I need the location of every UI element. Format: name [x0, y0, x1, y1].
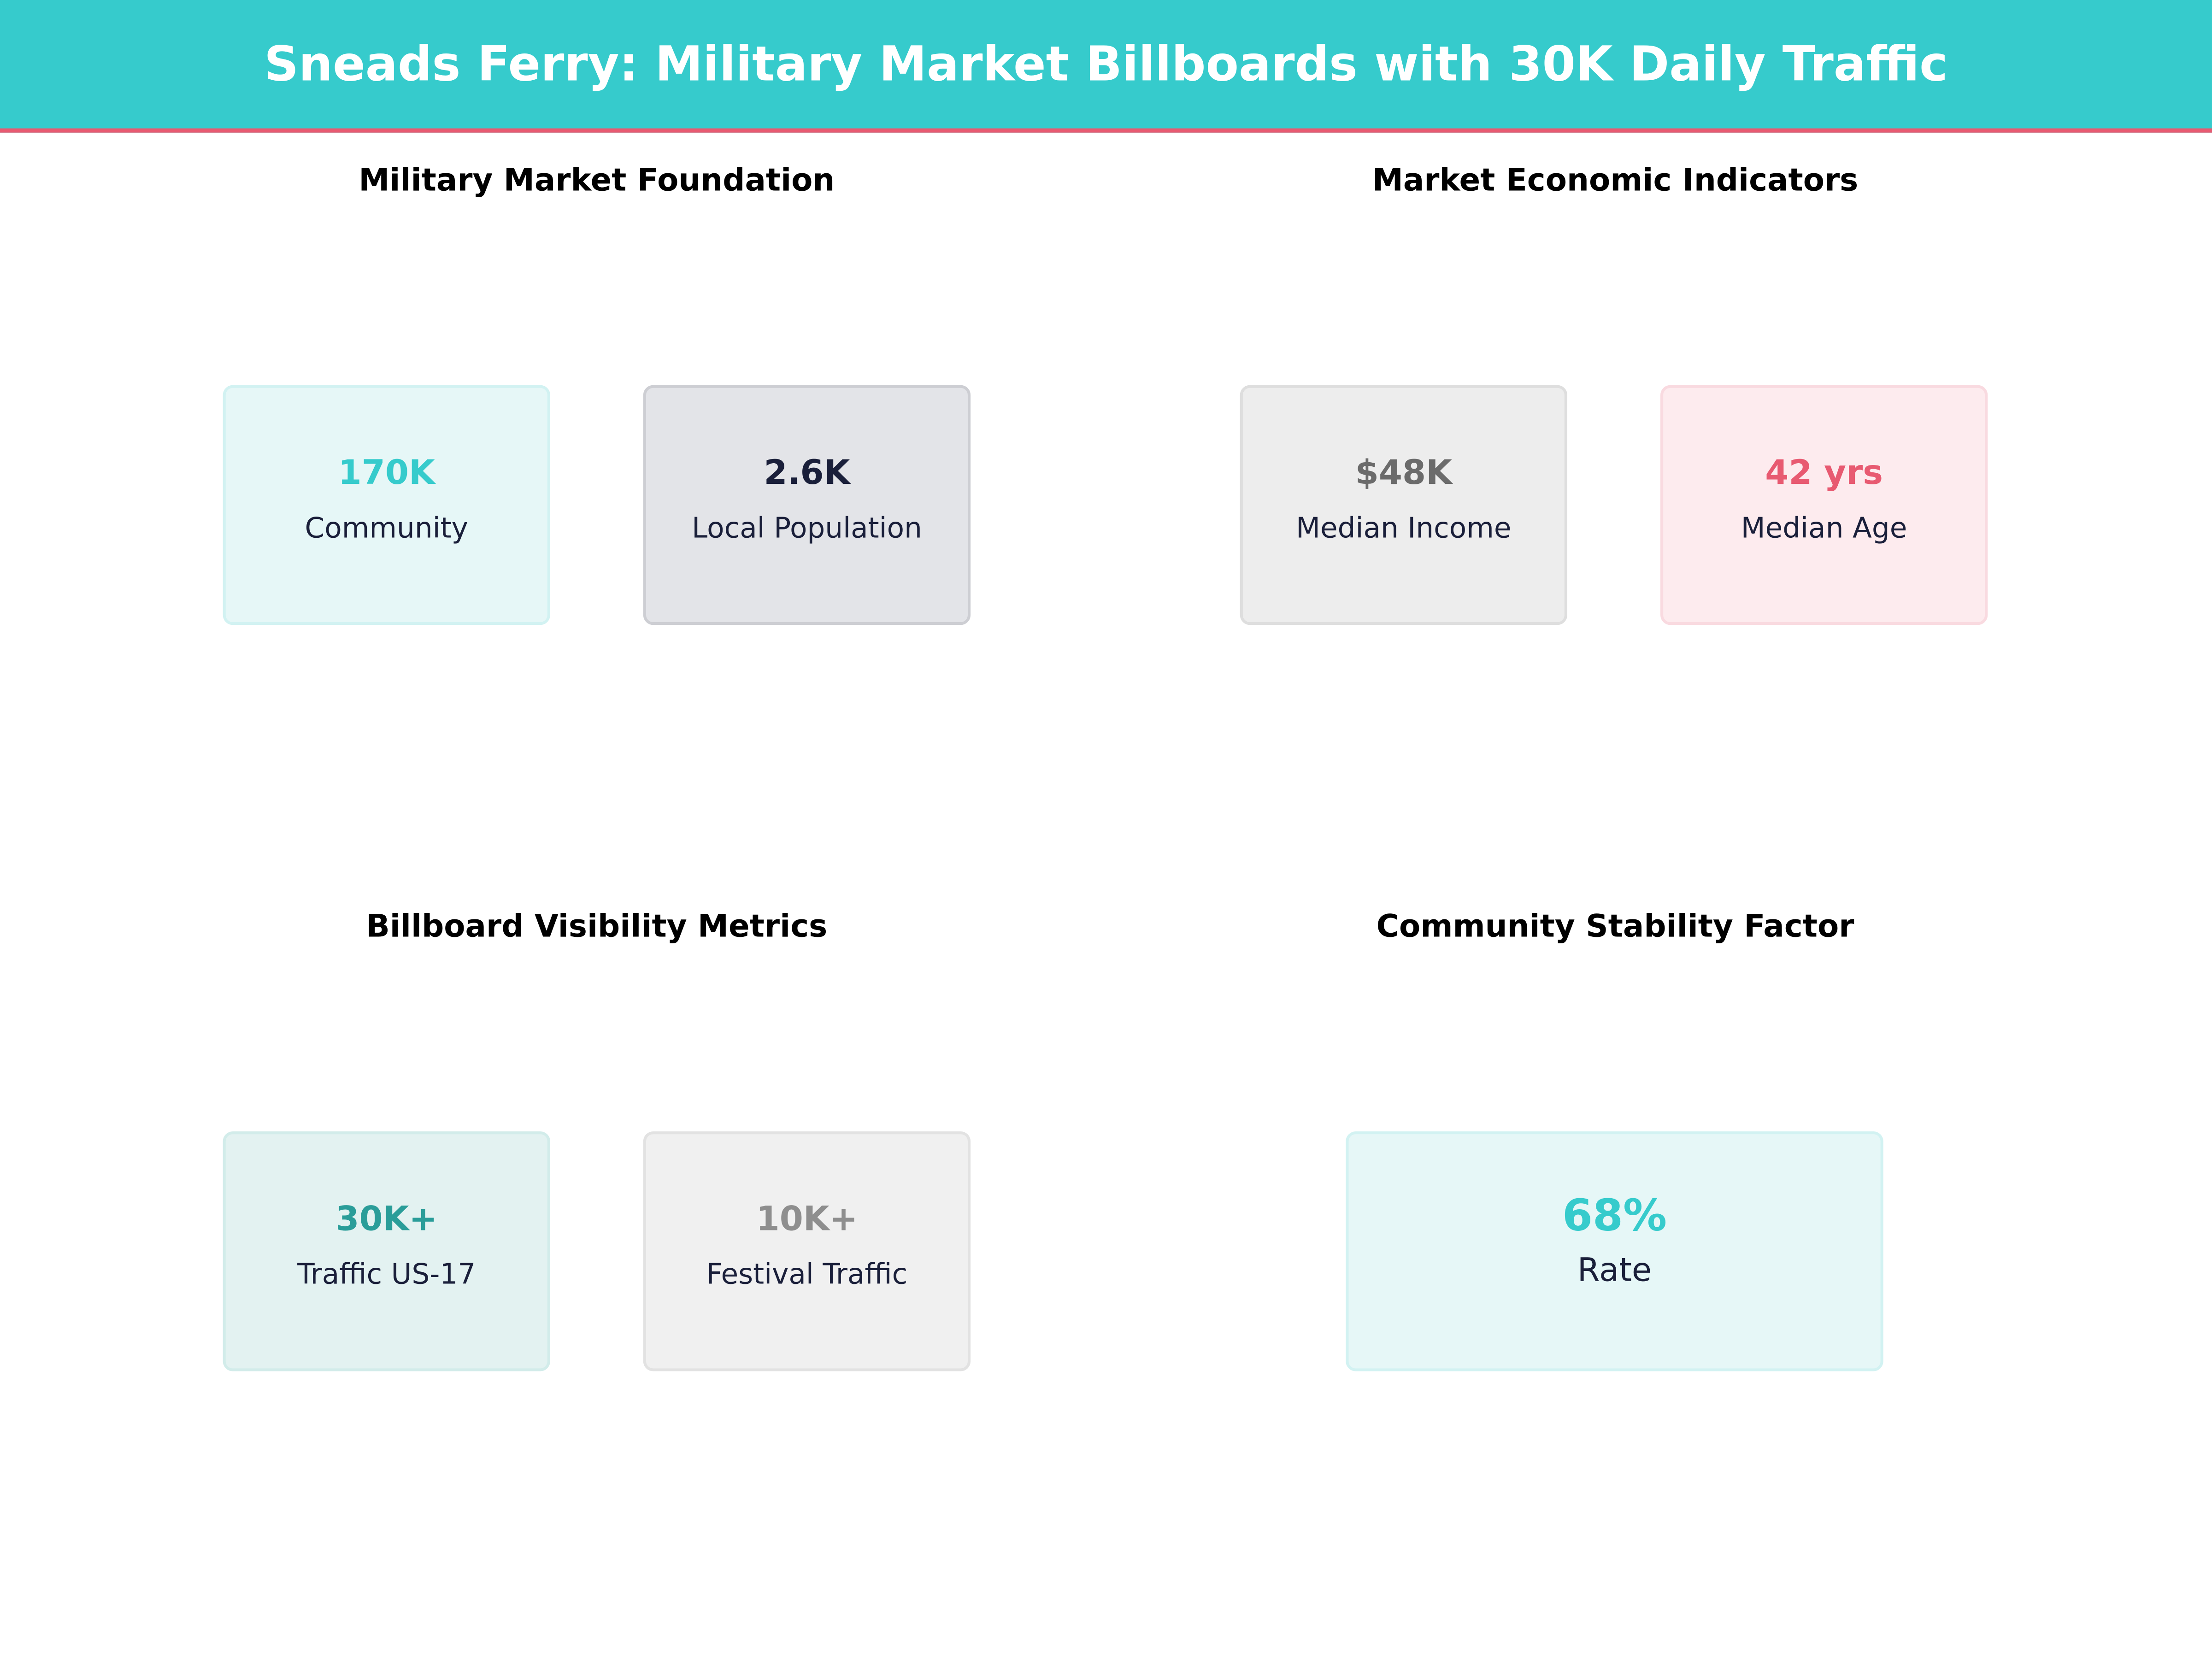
- metric-card-community: 170K Community: [223, 385, 550, 625]
- metric-card-median-age: 42 yrs Median Age: [1660, 385, 1988, 625]
- metric-card-traffic-us17: 30K+ Traffic US-17: [223, 1131, 550, 1371]
- metric-value: $48K: [1355, 453, 1453, 493]
- section-title: Market Economic Indicators: [1372, 164, 1859, 199]
- metric-label: Median Age: [1741, 511, 1907, 545]
- metric-label: Traffic US-17: [297, 1257, 476, 1291]
- metric-value: 42 yrs: [1765, 453, 1883, 493]
- page-title: Sneads Ferry: Military Market Billboards…: [264, 36, 1948, 93]
- metric-value: 68%: [1562, 1190, 1667, 1241]
- metric-label: Festival Traffic: [706, 1257, 908, 1291]
- metric-card-festival-traffic: 10K+ Festival Traffic: [643, 1131, 971, 1371]
- metric-label: Rate: [1577, 1253, 1652, 1289]
- metric-label: Community: [305, 511, 468, 545]
- section-title: Community Stability Factor: [1376, 910, 1854, 946]
- metric-card-local-population: 2.6K Local Population: [643, 385, 971, 625]
- metric-value: 30K+: [335, 1199, 438, 1239]
- metric-label: Median Income: [1296, 511, 1512, 545]
- metric-card-median-income: $48K Median Income: [1240, 385, 1567, 625]
- metric-value: 170K: [338, 453, 435, 493]
- metric-value: 2.6K: [764, 453, 850, 493]
- section-title: Billboard Visibility Metrics: [366, 910, 828, 946]
- metric-value: 10K+: [756, 1199, 858, 1239]
- metric-card-stability-rate: 68% Rate: [1346, 1131, 1883, 1371]
- section-title: Military Market Foundation: [359, 164, 835, 199]
- metric-label: Local Population: [692, 511, 922, 545]
- header-banner: Sneads Ferry: Military Market Billboards…: [0, 0, 2212, 133]
